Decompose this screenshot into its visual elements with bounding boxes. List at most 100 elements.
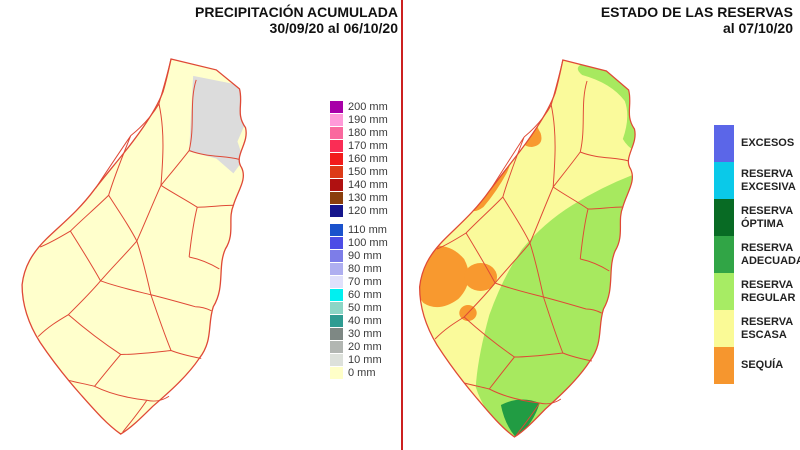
legend-item: 40 mm <box>330 314 388 327</box>
legend-item: 160 mm <box>330 152 388 165</box>
legend-label: 150 mm <box>348 165 388 178</box>
legend-label: EXCESOS <box>741 137 795 149</box>
panel-divider <box>401 0 403 450</box>
legend-label: 0 mm <box>348 366 376 379</box>
legend-swatch <box>330 113 343 126</box>
legend-item: RESERVA ÓPTIMA <box>714 199 800 236</box>
legend-label: RESERVA REGULAR <box>741 278 796 304</box>
legend-label: 30 mm <box>348 327 382 340</box>
legend-label: 200 mm <box>348 100 388 113</box>
legend-label: 170 mm <box>348 139 388 152</box>
left-title-line1: PRECIPITACIÓN ACUMULADA <box>195 4 398 20</box>
legend-swatch <box>330 165 343 178</box>
legend-label: 80 mm <box>348 262 382 275</box>
legend-label: RESERVA ÓPTIMA <box>741 204 794 230</box>
legend-label: RESERVA ADECUADA <box>741 241 800 267</box>
legend-item: 30 mm <box>330 327 388 340</box>
reserva-adecuada-zone-south <box>500 399 540 437</box>
legend-label: RESERVA ESCASA <box>741 315 794 341</box>
legend-label: 20 mm <box>348 340 382 353</box>
right-title-line2: al 07/10/20 <box>722 20 793 36</box>
legend-label: 70 mm <box>348 275 382 288</box>
legend-label: 130 mm <box>348 191 388 204</box>
legend-swatch <box>330 366 343 379</box>
legend-item: 120 mm <box>330 204 388 217</box>
legend-swatch <box>330 301 343 314</box>
legend-swatch <box>330 152 343 165</box>
legend-swatch <box>330 288 343 301</box>
legend-swatch <box>330 139 343 152</box>
legend-item: 150 mm <box>330 165 388 178</box>
legend-swatch <box>330 314 343 327</box>
legend-item: 0 mm <box>330 366 388 379</box>
reserves-map <box>418 59 636 438</box>
legend-swatch <box>330 262 343 275</box>
province-outline <box>418 59 636 438</box>
legend-item: SEQUÍA <box>714 347 800 384</box>
legend-item: EXCESOS <box>714 125 800 162</box>
legend-swatch <box>330 178 343 191</box>
province-fill <box>22 58 247 435</box>
legend-item: RESERVA ADECUADA <box>714 236 800 273</box>
legend-item: 140 mm <box>330 178 388 191</box>
legend-item: 20 mm <box>330 340 388 353</box>
legend-label: 10 mm <box>348 353 382 366</box>
legend-item: 60 mm <box>330 288 388 301</box>
legend-label: 90 mm <box>348 249 382 262</box>
legend-swatch <box>330 353 343 366</box>
legend-item: 170 mm <box>330 139 388 152</box>
province-outline <box>21 58 247 435</box>
legend-item: RESERVA ESCASA <box>714 310 800 347</box>
legend-swatch <box>330 204 343 217</box>
legend-label: 190 mm <box>348 113 388 126</box>
legend-label: 110 mm <box>348 223 387 236</box>
precipitation-map <box>21 58 247 435</box>
legend-swatch <box>714 273 734 310</box>
legend-label: 100 mm <box>348 236 388 249</box>
left-title-line2: 30/09/20 al 06/10/20 <box>269 20 398 36</box>
legend-item: 90 mm <box>330 249 388 262</box>
legend-swatch <box>330 191 343 204</box>
legend-item: 200 mm <box>330 100 388 113</box>
legend-item: 190 mm <box>330 113 388 126</box>
precip-zone-10-20mm <box>189 75 247 174</box>
sequia-spot-center <box>464 263 498 291</box>
legend-item: RESERVA EXCESIVA <box>714 162 800 199</box>
legend-swatch <box>714 310 734 347</box>
legend-swatch <box>714 236 734 273</box>
legend-swatch <box>330 236 343 249</box>
legend-label: 50 mm <box>348 301 382 314</box>
right-panel-title: ESTADO DE LAS RESERVAS al 07/10/20 <box>403 4 793 36</box>
legend-label: 160 mm <box>348 152 388 165</box>
legend-label: 140 mm <box>348 178 388 191</box>
legend-item: 130 mm <box>330 191 388 204</box>
legend-label: 180 mm <box>348 126 388 139</box>
legend-label: RESERVA EXCESIVA <box>741 167 796 193</box>
legend-label: 60 mm <box>348 288 382 301</box>
legend-swatch <box>330 126 343 139</box>
legend-swatch <box>330 100 343 113</box>
legend-label: SEQUÍA <box>741 359 784 371</box>
legend-swatch <box>714 125 734 162</box>
right-title-line1: ESTADO DE LAS RESERVAS <box>600 4 793 20</box>
sequia-zone-north <box>492 65 546 147</box>
department-borders <box>37 58 240 433</box>
legend-swatch <box>330 275 343 288</box>
legend-swatch <box>714 347 734 384</box>
legend-swatch <box>714 199 734 236</box>
legend-swatch <box>714 162 734 199</box>
legend-item: 70 mm <box>330 275 388 288</box>
legend-item: 100 mm <box>330 236 388 249</box>
legend-item: 180 mm <box>330 126 388 139</box>
department-borders <box>434 59 629 436</box>
legend-swatch <box>330 249 343 262</box>
legend-label: 120 mm <box>348 204 388 217</box>
legend-item: 10 mm <box>330 353 388 366</box>
precipitation-legend: 200 mm 190 mm 180 mm 170 mm 160 mm 150 m… <box>330 100 388 379</box>
legend-label: 40 mm <box>348 314 382 327</box>
legend-item: 80 mm <box>330 262 388 275</box>
legend-swatch <box>330 327 343 340</box>
left-panel-title: PRECIPITACIÓN ACUMULADA 30/09/20 al 06/1… <box>0 4 398 36</box>
legend-item: 50 mm <box>330 301 388 314</box>
legend-item: 110 mm <box>330 223 388 236</box>
